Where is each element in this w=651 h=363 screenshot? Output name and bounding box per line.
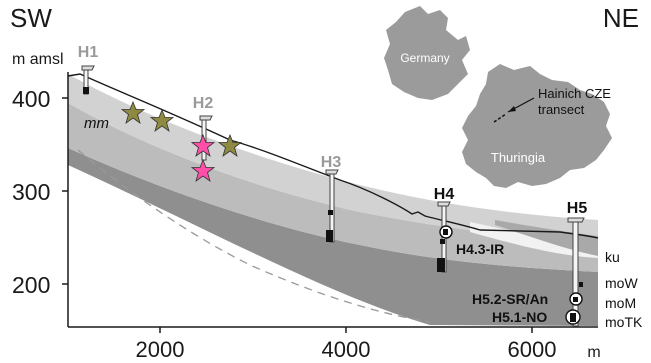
transect-label-line-2: transect	[538, 102, 585, 117]
sampling-label-h52: H5.2-SR/An	[472, 291, 548, 307]
x-axis-ticks	[159, 327, 533, 333]
well-label-h3: H3	[321, 154, 342, 171]
x-tick-2000: 2000	[136, 337, 185, 362]
star-olive-1	[120, 100, 146, 124]
star-pink-1	[190, 133, 216, 157]
y-axis-ticks	[62, 97, 68, 285]
y-tick-200: 200	[12, 272, 50, 298]
transect-label: Hainich CZE transect	[538, 86, 615, 117]
germany-map	[384, 6, 470, 100]
y-tick-400: 400	[12, 86, 50, 112]
formation-label-mm: mm	[84, 115, 109, 132]
direction-ne: NE	[602, 3, 639, 33]
x-axis-unit: m	[587, 344, 600, 361]
transect-marker	[493, 113, 507, 123]
layer-mom-lower	[68, 148, 598, 326]
x-tick-4000: 4000	[322, 337, 371, 362]
sampling-label-h51: H5.1-NO	[492, 309, 547, 325]
y-axis-label: m amsl	[12, 51, 64, 68]
well-label-h5: H5	[567, 200, 588, 217]
transect-label-line-1: Hainich CZE	[538, 86, 611, 101]
well-label-h1: H1	[78, 44, 99, 61]
y-tick-300: 300	[12, 179, 50, 205]
star-pink-2	[190, 158, 216, 182]
formation-label-ku: ku	[605, 249, 620, 265]
well-h1	[81, 65, 95, 95]
germany-label: Germany	[400, 51, 449, 65]
layer-mom-middle	[68, 103, 598, 272]
formation-label-mom: moM	[605, 295, 636, 311]
surface-line	[67, 73, 599, 239]
layer-ku	[495, 220, 598, 256]
layer-mow-upper	[68, 74, 598, 240]
formation-label-mow: moW	[605, 275, 638, 291]
x-tick-6000: 6000	[508, 337, 557, 362]
well-label-h2: H2	[193, 95, 214, 112]
formation-label-motk: moTK	[605, 314, 643, 330]
dashed-boundary	[77, 149, 431, 323]
sampling-label-h43: H4.3-IR	[456, 241, 504, 257]
direction-sw: SW	[10, 3, 52, 33]
thuringia-label: Thuringia	[491, 150, 546, 165]
well-label-h4: H4	[434, 186, 455, 203]
well-h3	[325, 169, 339, 243]
thuringia-map	[462, 64, 612, 188]
star-olive-2	[149, 108, 175, 132]
star-olive-3	[217, 133, 243, 157]
